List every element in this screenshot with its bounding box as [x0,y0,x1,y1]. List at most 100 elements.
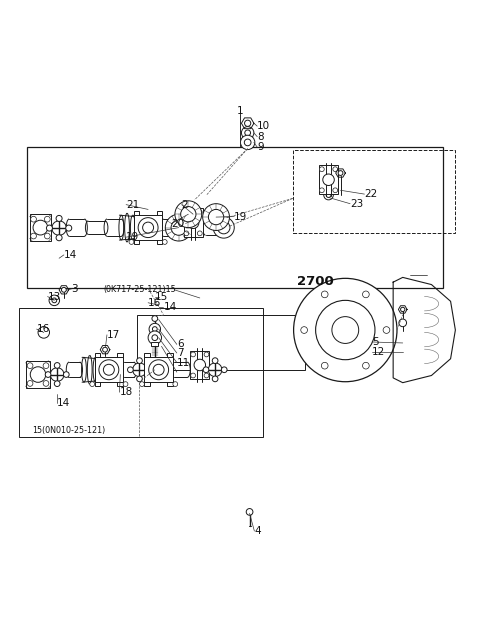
Circle shape [324,190,333,200]
Circle shape [43,363,49,369]
Bar [157,212,162,244]
Bar [134,212,140,244]
Circle shape [294,279,397,381]
Circle shape [246,509,253,515]
Bar [27,147,444,288]
Circle shape [45,217,50,222]
Text: 3: 3 [72,284,78,294]
Text: 12: 12 [372,347,385,357]
Bar [190,351,209,380]
Text: 2700: 2700 [298,275,334,288]
Circle shape [56,235,62,241]
Text: 15: 15 [155,291,168,302]
Text: 13: 13 [48,291,61,302]
Circle shape [333,188,337,193]
Circle shape [66,225,72,231]
Circle shape [45,372,51,378]
Circle shape [326,193,331,197]
Circle shape [203,204,229,231]
Circle shape [323,174,334,185]
Bar [95,357,123,382]
Circle shape [221,367,227,373]
Circle shape [38,327,49,338]
Bar [118,353,123,386]
Circle shape [31,233,36,239]
Circle shape [194,359,205,371]
Bar [30,215,51,241]
Text: 21: 21 [126,199,139,210]
Circle shape [184,210,189,215]
Circle shape [383,327,390,334]
Circle shape [30,367,46,382]
Circle shape [175,201,202,227]
Circle shape [173,381,178,387]
Text: 14: 14 [64,250,77,260]
Circle shape [137,376,143,381]
Circle shape [128,367,133,373]
Bar [95,353,100,386]
Bar [167,353,173,386]
Circle shape [54,381,60,387]
Circle shape [301,327,308,334]
Circle shape [187,217,199,229]
Circle shape [152,335,157,341]
Circle shape [322,291,328,298]
Text: 18: 18 [120,387,132,397]
Circle shape [143,222,154,233]
Circle shape [45,233,50,239]
Circle shape [217,221,230,234]
Circle shape [52,298,57,303]
Circle shape [316,300,375,360]
Circle shape [90,381,95,387]
Circle shape [208,363,222,376]
Circle shape [31,217,36,222]
Circle shape [244,120,251,127]
Text: 16: 16 [36,324,50,334]
Circle shape [244,139,251,146]
Circle shape [180,206,196,222]
Text: 5: 5 [372,337,379,347]
Circle shape [197,210,202,215]
Circle shape [362,362,369,369]
Circle shape [245,130,251,135]
Circle shape [212,376,218,381]
Circle shape [162,240,167,244]
Circle shape [50,367,64,381]
Circle shape [27,381,33,387]
Circle shape [332,317,359,343]
Text: 23: 23 [350,199,363,209]
Text: 20: 20 [171,219,184,229]
Circle shape [152,316,157,321]
Circle shape [212,358,218,364]
Bar [134,215,162,240]
Circle shape [197,231,202,236]
Circle shape [153,327,157,332]
Text: 22: 22 [364,189,378,199]
Circle shape [137,358,143,364]
Circle shape [149,323,160,335]
Circle shape [333,167,337,172]
Text: 17: 17 [107,330,120,340]
Circle shape [33,220,48,235]
Circle shape [132,363,146,376]
Circle shape [56,215,62,222]
Circle shape [43,381,49,387]
Circle shape [27,363,33,369]
Text: 14: 14 [57,398,71,408]
Circle shape [99,360,119,380]
Text: 10: 10 [257,121,270,131]
Circle shape [148,331,161,344]
Circle shape [184,231,189,236]
Circle shape [191,373,195,378]
Bar [183,208,203,237]
Text: (0K717-25-121)15: (0K717-25-121)15 [104,286,176,295]
Circle shape [63,372,69,378]
Bar [293,150,456,233]
Circle shape [338,171,343,176]
Text: 19: 19 [126,232,139,242]
Circle shape [103,347,108,352]
Circle shape [213,217,234,238]
Text: 7: 7 [177,348,183,358]
Circle shape [140,381,144,387]
Circle shape [103,364,114,375]
